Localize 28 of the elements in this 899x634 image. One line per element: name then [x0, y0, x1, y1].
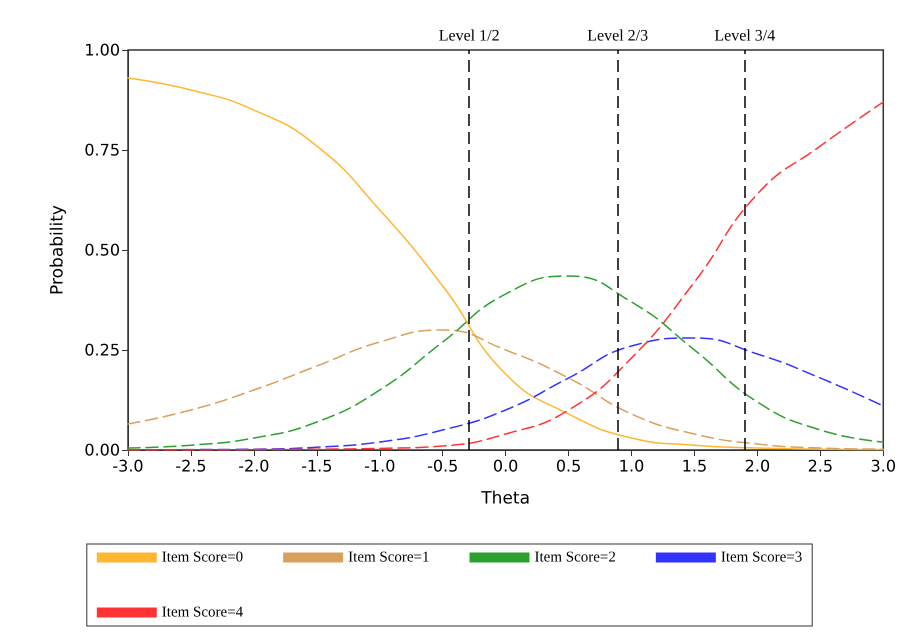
legend-label: Item Score=2	[534, 550, 616, 566]
x-tick-label: -2.0	[238, 456, 270, 476]
legend-label: Item Score=1	[348, 550, 430, 566]
x-tick-label: 2.0	[744, 456, 770, 476]
y-tick-label: 0.50	[84, 240, 120, 260]
y-tick-label: 1.00	[84, 40, 120, 60]
x-tick-label: -1.0	[364, 456, 396, 476]
x-tick-label: -3.0	[112, 456, 144, 476]
x-tick-label: -2.5	[175, 456, 207, 476]
x-tick-label: 0.5	[556, 456, 582, 476]
x-tick-label: -0.5	[427, 456, 458, 476]
y-axis-title: Probability	[48, 205, 68, 295]
y-tick-label: 0.25	[84, 340, 120, 360]
x-tick-label: 3.0	[870, 456, 896, 476]
x-axis-title: Theta	[480, 488, 530, 508]
legend-label: Item Score=3	[720, 550, 802, 566]
ref-line-label: Level 1/2	[438, 28, 500, 44]
x-tick-label: 1.0	[618, 456, 644, 476]
ref-line-label: Level 3/4	[714, 28, 776, 44]
x-tick-label: 2.5	[808, 456, 834, 476]
x-tick-label: -1.5	[301, 456, 332, 476]
y-tick-label: 0.00	[84, 440, 120, 460]
y-tick-label: 0.75	[84, 140, 120, 160]
x-tick-label: 1.5	[682, 456, 708, 476]
legend-label: Item Score=4	[162, 604, 244, 620]
x-tick-label: 0.0	[492, 456, 518, 476]
legend-label: Item Score=0	[162, 550, 244, 566]
ref-line-label: Level 2/3	[587, 28, 648, 44]
